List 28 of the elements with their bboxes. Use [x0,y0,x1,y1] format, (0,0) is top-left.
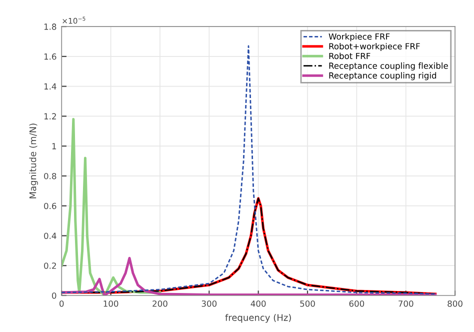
legend-label: Receptance coupling rigid [329,72,436,80]
y-tick-label: 0.6 [44,202,56,210]
y-tick-label: 0 [52,292,56,299]
y-tick-label: 1.4 [44,83,56,90]
legend-label: Robot+workpiece FRF [329,42,420,52]
x-tick-label: 400 [250,300,266,307]
legend-label: Robot FRF [329,52,370,60]
legend-label: Workpiece FRF [328,33,390,42]
x-tick-label: 500 [300,300,315,307]
y-tick-label: 1.8 [44,24,56,30]
x-axis-title: frequency (Hz) [225,314,291,323]
legend-label: Receptance coupling flexible [329,62,448,70]
x-tick-label: 100 [104,300,118,307]
x-tick-label: 300 [202,300,217,307]
y-tick-label: 1 [52,143,56,150]
x-tick-label: 600 [349,300,364,307]
y-tick-label: 0.4 [44,232,56,240]
y-tick-label: 0.8 [44,172,56,180]
y-tick-label: 1.2 [44,113,56,120]
y-axis-title: Magnitude (m/N) [29,124,38,198]
x-tick-label: 200 [152,300,168,307]
y-tick-label: 1.6 [44,53,56,60]
x-tick-label: 800 [448,300,462,307]
x-tick-label: 700 [398,300,414,307]
line-series [62,256,437,296]
x-tick-label: 0 [60,300,64,307]
y-tick-label: 0.2 [44,262,56,269]
line-series [62,118,162,296]
